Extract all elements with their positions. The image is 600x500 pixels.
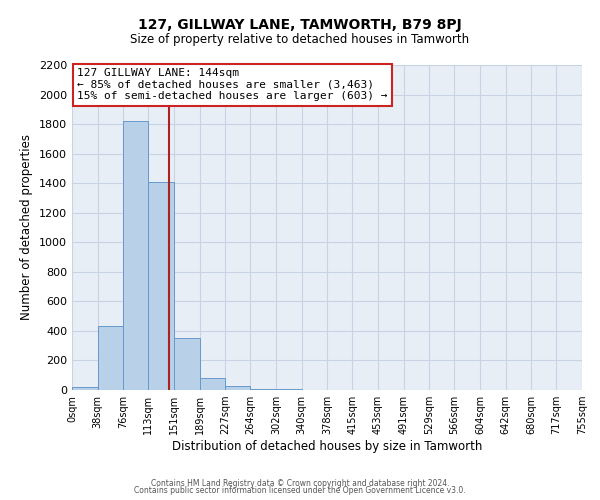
- Bar: [148, 182, 174, 390]
- Y-axis label: Number of detached properties: Number of detached properties: [20, 134, 34, 320]
- X-axis label: Distribution of detached houses by size in Tamworth: Distribution of detached houses by size …: [172, 440, 482, 453]
- Bar: [174, 338, 200, 390]
- Text: 127, GILLWAY LANE, TAMWORTH, B79 8PJ: 127, GILLWAY LANE, TAMWORTH, B79 8PJ: [138, 18, 462, 32]
- Bar: [124, 121, 148, 390]
- Text: Contains HM Land Registry data © Crown copyright and database right 2024.: Contains HM Land Registry data © Crown c…: [151, 478, 449, 488]
- Bar: [98, 326, 124, 390]
- Bar: [72, 387, 98, 390]
- Text: Contains public sector information licensed under the Open Government Licence v3: Contains public sector information licen…: [134, 486, 466, 495]
- Bar: [200, 378, 226, 390]
- Bar: [250, 388, 276, 390]
- Text: Size of property relative to detached houses in Tamworth: Size of property relative to detached ho…: [130, 32, 470, 46]
- Bar: [226, 386, 250, 390]
- Text: 127 GILLWAY LANE: 144sqm
← 85% of detached houses are smaller (3,463)
15% of sem: 127 GILLWAY LANE: 144sqm ← 85% of detach…: [77, 68, 388, 102]
